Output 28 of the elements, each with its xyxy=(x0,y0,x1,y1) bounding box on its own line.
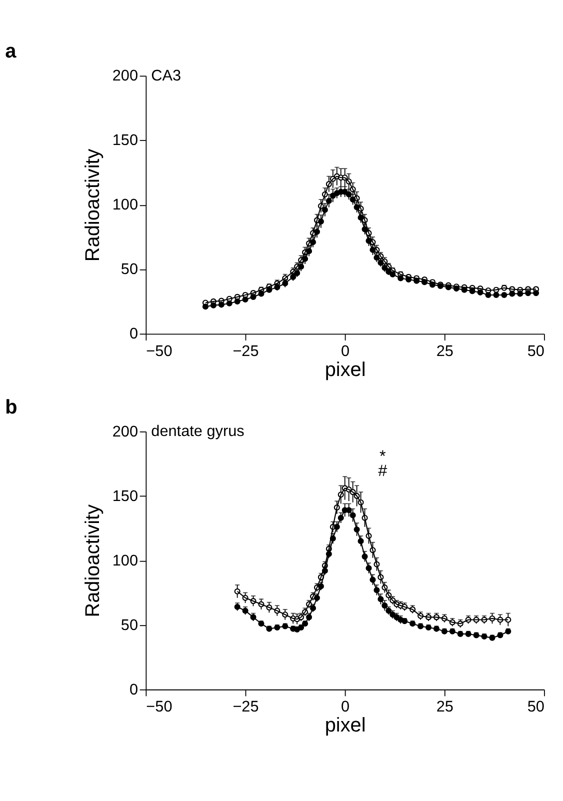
x-tick-label: −25 xyxy=(232,342,259,360)
x-tick-label: 50 xyxy=(527,698,544,716)
x-tick-label: −25 xyxy=(232,698,259,716)
y-tick-label: 50 xyxy=(120,261,138,278)
x-tick-label: −50 xyxy=(146,698,172,716)
chart-title: b xyxy=(5,396,18,418)
y-tick-label: 150 xyxy=(112,132,138,150)
x-tick-label: 0 xyxy=(341,698,350,716)
x-tick-label: 50 xyxy=(527,342,544,360)
chart-title: a xyxy=(5,40,18,63)
y-tick-label: 100 xyxy=(112,552,138,570)
x-axis-title: pixel xyxy=(324,358,366,381)
y-axis-title: Radioactivity xyxy=(82,148,104,262)
y-tick-label: 150 xyxy=(112,488,138,505)
y-tick-label: 200 xyxy=(112,423,138,440)
x-tick-label: 25 xyxy=(436,342,454,360)
y-tick-label: 0 xyxy=(129,681,138,698)
x-tick-label: 0 xyxy=(341,342,350,360)
x-axis-title: pixel xyxy=(324,714,366,736)
y-tick-label: 0 xyxy=(129,326,138,343)
y-tick-label: 200 xyxy=(112,68,138,85)
y-axis-title: Radioactivity xyxy=(82,504,104,618)
x-tick-label: −50 xyxy=(146,342,172,360)
y-tick-label: 100 xyxy=(112,196,138,214)
annotation: CA3 xyxy=(151,67,182,84)
x-tick-label: 25 xyxy=(436,698,454,716)
annotation: dentate gyrus xyxy=(151,422,245,440)
y-tick-label: 50 xyxy=(120,616,138,634)
